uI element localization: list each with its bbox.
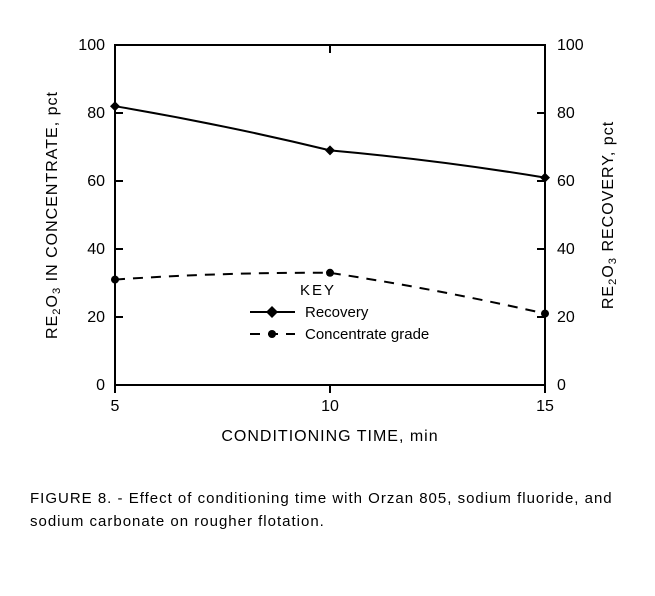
svg-text:15: 15 bbox=[536, 398, 554, 415]
figure-caption: FIGURE 8. - Effect of conditioning time … bbox=[20, 480, 635, 533]
svg-text:Concentrate grade: Concentrate grade bbox=[305, 326, 429, 343]
svg-text:0: 0 bbox=[557, 377, 566, 394]
svg-text:Recovery: Recovery bbox=[305, 304, 369, 321]
svg-text:80: 80 bbox=[557, 105, 575, 122]
svg-text:100: 100 bbox=[557, 37, 584, 54]
svg-text:100: 100 bbox=[78, 37, 105, 54]
svg-text:60: 60 bbox=[87, 173, 105, 190]
svg-text:10: 10 bbox=[321, 398, 339, 415]
chart: 5 10 15 CONDITIONING TIME, min 0 20 40 60 80 100 R… bbox=[20, 20, 635, 480]
svg-text:60: 60 bbox=[557, 173, 575, 190]
svg-text:80: 80 bbox=[87, 105, 105, 122]
svg-text:RE2O3 RECOVERY, pct: RE2O3 RECOVERY, pct bbox=[600, 121, 619, 309]
svg-text:CONDITIONING TIME, min: CONDITIONING TIME, min bbox=[221, 428, 438, 445]
svg-text:0: 0 bbox=[96, 377, 105, 394]
svg-text:KEY: KEY bbox=[300, 282, 336, 299]
caption-lead: FIGURE 8. - bbox=[30, 490, 129, 507]
svg-text:40: 40 bbox=[557, 241, 575, 258]
figure-8: 5 10 15 CONDITIONING TIME, min 0 20 40 60 80 100 R… bbox=[20, 20, 635, 533]
svg-text:RE2O3 IN CONCENTRATE, pct: RE2O3 IN CONCENTRATE, pct bbox=[44, 91, 63, 339]
svg-text:20: 20 bbox=[87, 309, 105, 326]
svg-text:40: 40 bbox=[87, 241, 105, 258]
svg-text:5: 5 bbox=[111, 398, 120, 415]
svg-text:20: 20 bbox=[557, 309, 575, 326]
